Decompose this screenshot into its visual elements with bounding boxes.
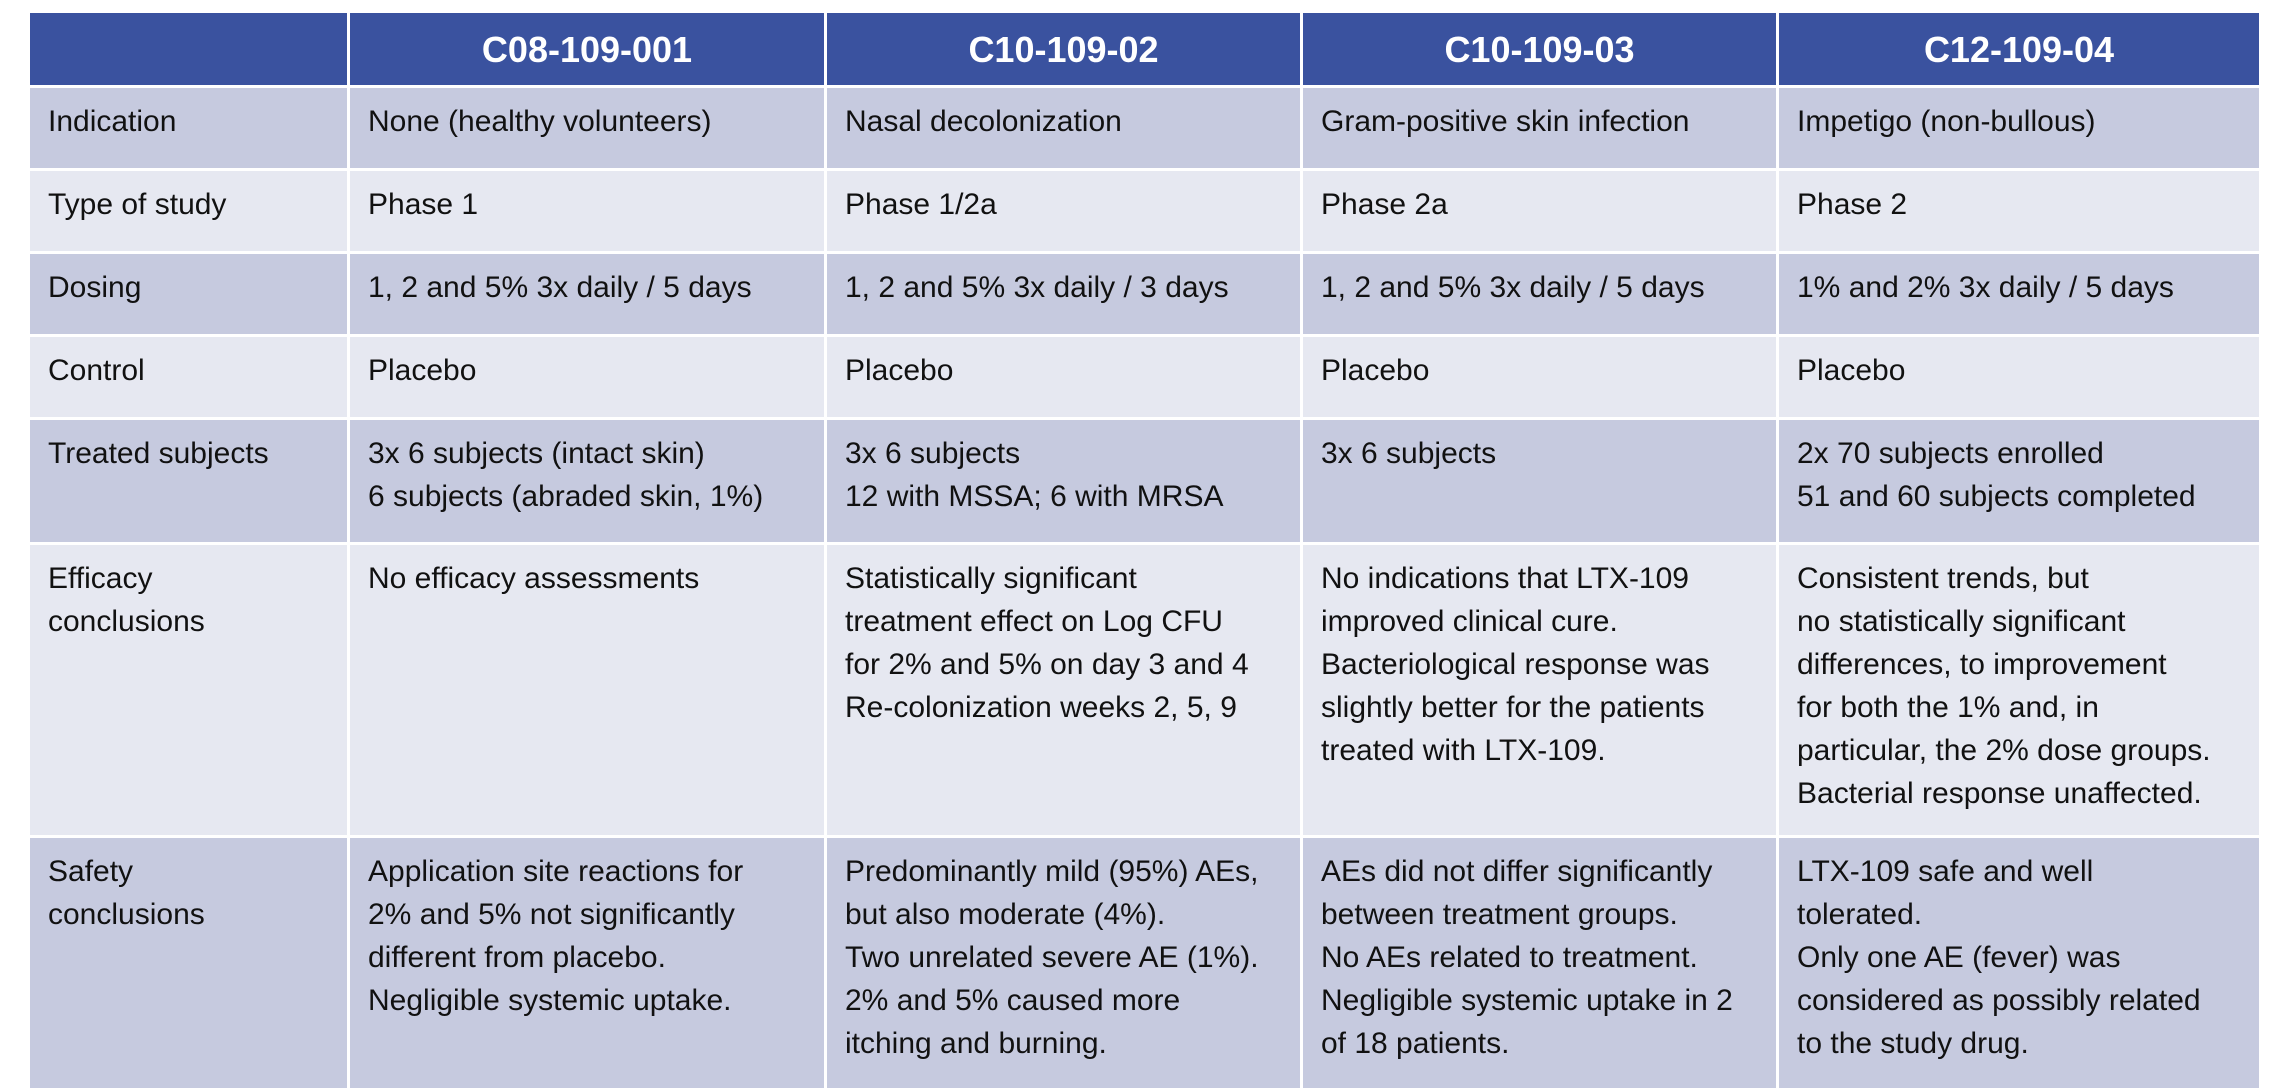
table-cell: Statistically significant treatment effe… [824,542,1303,838]
table-cell: No efficacy assessments [347,542,827,838]
table-cell: 3x 6 subjects (intact skin) 6 subjects (… [347,417,827,545]
table-cell: 1, 2 and 5% 3x daily / 3 days [824,251,1303,337]
header-study-3: C10-109-03 [1300,10,1779,88]
table-cell: LTX-109 safe and well tolerated. Only on… [1776,835,2262,1091]
table-cell: None (healthy volunteers) [347,85,827,171]
study-comparison-table: C08-109-001 C10-109-02 C10-109-03 C12-10… [27,10,2262,1091]
study-comparison-table-wrapper: C08-109-001 C10-109-02 C10-109-03 C12-10… [27,10,2262,1091]
table-cell: Placebo [347,334,827,420]
table-cell: 1% and 2% 3x daily / 5 days [1776,251,2262,337]
table-cell: Phase 2 [1776,168,2262,254]
row-safety-conclusions: Safety conclusions Application site reac… [27,835,2262,1091]
header-study-4: C12-109-04 [1776,10,2262,88]
table-cell: AEs did not differ significantly between… [1300,835,1779,1091]
table-cell: 1, 2 and 5% 3x daily / 5 days [1300,251,1779,337]
header-corner-cell [27,10,350,88]
row-label: Control [27,334,350,420]
table-cell: 3x 6 subjects 12 with MSSA; 6 with MRSA [824,417,1303,545]
table-cell: No indications that LTX-109 improved cli… [1300,542,1779,838]
row-label: Treated subjects [27,417,350,545]
table-cell: Impetigo (non-bullous) [1776,85,2262,171]
header-study-2: C10-109-02 [824,10,1303,88]
table-cell: Placebo [1300,334,1779,420]
row-label: Efficacy conclusions [27,542,350,838]
table-cell: 2x 70 subjects enrolled 51 and 60 subjec… [1776,417,2262,545]
table-cell: Placebo [1776,334,2262,420]
header-study-1: C08-109-001 [347,10,827,88]
row-treated-subjects: Treated subjects 3x 6 subjects (intact s… [27,417,2262,545]
table-cell: Application site reactions for 2% and 5%… [347,835,827,1091]
row-label: Safety conclusions [27,835,350,1091]
table-cell: 1, 2 and 5% 3x daily / 5 days [347,251,827,337]
table-cell: Consistent trends, but no statistically … [1776,542,2262,838]
table-cell: Nasal decolonization [824,85,1303,171]
row-efficacy-conclusions: Efficacy conclusions No efficacy assessm… [27,542,2262,838]
row-dosing: Dosing 1, 2 and 5% 3x daily / 5 days 1, … [27,251,2262,337]
table-cell: Predominantly mild (95%) AEs, but also m… [824,835,1303,1091]
row-label: Dosing [27,251,350,337]
row-indication: Indication None (healthy volunteers) Nas… [27,85,2262,171]
table-cell: 3x 6 subjects [1300,417,1779,545]
table-cell: Phase 2a [1300,168,1779,254]
table-cell: Placebo [824,334,1303,420]
table-cell: Phase 1/2a [824,168,1303,254]
row-label: Type of study [27,168,350,254]
table-cell: Gram-positive skin infection [1300,85,1779,171]
header-row: C08-109-001 C10-109-02 C10-109-03 C12-10… [27,10,2262,88]
row-control: Control Placebo Placebo Placebo Placebo [27,334,2262,420]
row-type-of-study: Type of study Phase 1 Phase 1/2a Phase 2… [27,168,2262,254]
table-cell: Phase 1 [347,168,827,254]
row-label: Indication [27,85,350,171]
